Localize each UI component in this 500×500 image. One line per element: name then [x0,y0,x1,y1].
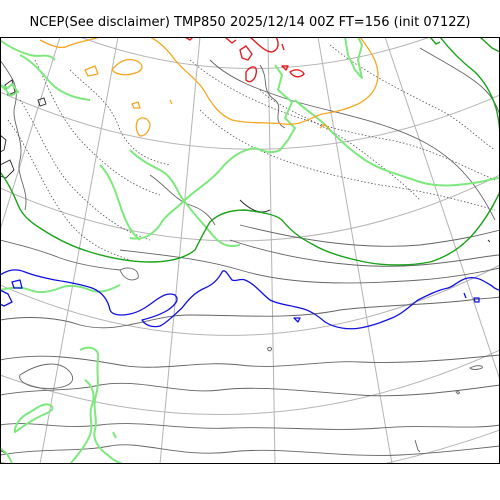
red-isotherm [184,37,305,83]
isotherms [0,47,500,456]
dotted-isotherms [7,44,496,261]
latitude-line [0,349,500,416]
meridian-line [159,37,201,464]
latitude-line [0,264,500,336]
latitude-line [0,174,500,242]
meridian-line [317,37,393,464]
meridian-line [384,37,500,381]
weather-map [0,37,500,464]
blue-isotherm [0,269,500,330]
graticule [0,37,500,464]
meridian-line [39,37,119,464]
map-background [0,37,500,464]
meridian-line [0,37,61,231]
map-title: NCEP(See disclaimer) TMP850 2025/12/14 0… [29,15,471,30]
map-canvas [0,37,500,464]
latitude-line [0,429,500,464]
latitude-line [79,37,431,69]
meridian-line [267,37,276,464]
orange-isotherm [39,37,379,137]
